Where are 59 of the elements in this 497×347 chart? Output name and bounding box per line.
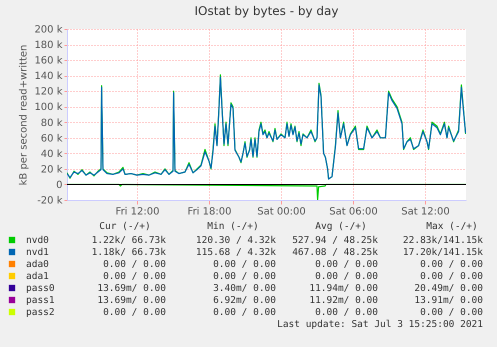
y-tick-label: 60 k [40,133,63,144]
text: 22.83k/141.15k [402,235,484,246]
y-tick-label: -20 k [37,196,63,206]
x-tick-label: Sat 06:00 [329,206,378,218]
y-tick-label: 100 k [34,102,63,114]
text: 0.00 / 0.00 [213,307,276,318]
text: 0.00 / 0.00 [315,271,378,282]
legend-label: ada0 [26,259,50,270]
text: 467.08 / 48.25k [292,247,378,258]
legend-label: ada1 [26,271,50,282]
text: 13.91m/ 0.00 [414,295,484,306]
y-tick-label: 20 k [40,164,63,176]
text: Max (-/+) [426,221,478,232]
y-axis-title: kB per second read+written [18,44,30,186]
text: 3.40m/ 0.00 [213,283,276,294]
x-tick-label: Fri 12:00 [116,206,160,218]
text: Avg (-/+) [315,221,367,232]
text: 17.20k/141.15k [402,247,484,258]
legend-label: pass1 [26,295,55,306]
text: 0.00 / 0.00 [213,259,276,270]
legend-label: nvd0 [26,235,50,246]
y-tick-label: 120 k [34,86,63,98]
x-tick-label: Sat 12:00 [401,206,450,218]
y-tick-label: 80 k [40,118,63,129]
y-tick-label: 140 k [34,71,63,82]
y-tick-label: 200 k [34,24,63,36]
text: 0.00 / 0.00 [315,307,378,318]
text: 0.00 / 0.00 [420,271,484,282]
text: 13.69m/ 0.00 [97,295,166,306]
x-tick-label: Sat 00:00 [257,206,306,218]
chart-title: IOstat by bytes - by day [194,4,338,18]
legend-label: pass0 [26,283,55,294]
text: 11.92m/ 0.00 [309,295,378,306]
text: 527.94 / 48.25k [292,235,378,246]
text: 13.69m/ 0.00 [97,283,166,294]
text: 115.68 / 4.32k [196,247,276,258]
text: 1.22k/ 66.73k [92,235,166,246]
y-tick-label: 160 k [34,56,63,67]
text: 0.00 / 0.00 [315,259,378,270]
legend-label: pass2 [26,307,55,318]
x-tick-label: Fri 18:00 [188,206,232,218]
text: 0.00 / 0.00 [103,307,166,318]
text: 120.30 / 4.32k [196,235,276,246]
text: Cur (-/+) [99,221,151,232]
y-tick-label: 40 k [40,148,63,160]
text: 0.00 / 0.00 [103,271,166,282]
legend-label: nvd1 [26,247,50,258]
text: 0.00 / 0.00 [420,307,484,318]
text: 11.94m/ 0.00 [309,283,378,294]
text: Last update: Sat Jul 3 15:25:00 2021 [277,319,484,330]
y-tick-label: 180 k [34,40,63,52]
text: Min (-/+) [207,221,259,232]
text: 0.00 / 0.00 [420,259,484,270]
y-tick-label: 0 [56,180,62,191]
text: 0.00 / 0.00 [103,259,166,270]
text: 0.00 / 0.00 [213,271,276,282]
text: 1.18k/ 66.73k [92,247,166,258]
text: 20.49m/ 0.00 [414,283,484,294]
text: 6.92m/ 0.00 [213,295,276,306]
